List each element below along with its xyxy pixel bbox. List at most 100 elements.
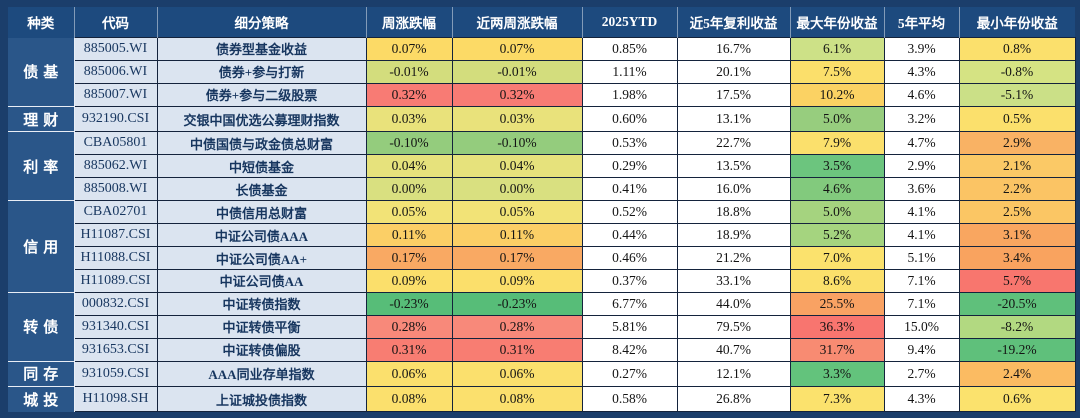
min-year-cell: 2.1% <box>958 154 1076 179</box>
min-year-cell: -20.5% <box>958 291 1076 316</box>
two-week-change-cell: 0.31% <box>451 337 583 362</box>
avg-5y-cell: 9.4% <box>883 337 960 362</box>
avg-5y-cell: 4.3% <box>883 386 960 412</box>
max-year-cell: 6.1% <box>789 37 885 61</box>
category-cell: 转债 <box>8 291 75 362</box>
compound-5y-cell: 16.0% <box>676 177 791 202</box>
table-row: 885008.WI 长债基金 0.00% 0.00% 0.41% 16.0% 4.6% 3.6… <box>8 177 1076 202</box>
column-header-3: 周涨跌幅 <box>365 7 452 38</box>
compound-5y-cell: 18.9% <box>676 223 791 248</box>
week-change-cell: -0.10% <box>365 131 453 156</box>
week-change-cell: 0.03% <box>365 105 453 133</box>
max-year-cell: 8.6% <box>789 268 885 293</box>
table-row: 931653.CSI 中证转债偏股 0.31% 0.31% 8.42% 40.7% 31.7… <box>8 337 1076 362</box>
column-header-6: 近5年复利收益 <box>676 7 790 38</box>
code-cell: CBA05801 <box>73 131 158 156</box>
ytd-cell: 0.53% <box>581 131 678 156</box>
week-change-cell: 0.00% <box>365 177 453 202</box>
avg-5y-cell: 4.6% <box>883 82 960 107</box>
ytd-cell: 0.37% <box>581 268 678 293</box>
min-year-cell: -8.2% <box>958 314 1076 339</box>
table-row: 转债 000832.CSI 中证转债指数 -0.23% -0.23% 6.77% 44.0%… <box>8 291 1076 362</box>
strategy-cell: 上证城投债指数 <box>156 386 367 412</box>
ytd-cell: 0.52% <box>581 200 678 225</box>
table-body: 债基 885005.WI 债券型基金收益 0.07% 0.07% 0.85% 16.7% 6.… <box>8 37 1076 412</box>
code-cell: 885007.WI <box>73 82 158 107</box>
strategy-cell: 中证公司债AA <box>156 268 367 293</box>
two-week-change-cell: 0.09% <box>451 268 583 293</box>
two-week-change-cell: -0.10% <box>451 131 583 156</box>
compound-5y-cell: 33.1% <box>676 268 791 293</box>
compound-5y-cell: 26.8% <box>676 386 791 412</box>
ytd-cell: 8.42% <box>581 337 678 362</box>
max-year-cell: 5.0% <box>789 105 885 133</box>
column-header-2: 细分策略 <box>156 7 366 38</box>
category-cell: 同存 <box>8 360 75 387</box>
code-cell: 885008.WI <box>73 177 158 202</box>
column-header-8: 5年平均 <box>883 7 959 38</box>
strategy-cell: 中证转债偏股 <box>156 337 367 362</box>
max-year-cell: 3.3% <box>789 360 885 388</box>
ytd-cell: 0.44% <box>581 223 678 248</box>
two-week-change-cell: 0.00% <box>451 177 583 202</box>
strategy-cell: 中债国债与政金债总财富 <box>156 131 367 156</box>
code-cell: H11098.SH <box>73 386 158 412</box>
ytd-cell: 0.27% <box>581 360 678 388</box>
ytd-cell: 0.41% <box>581 177 678 202</box>
avg-5y-cell: 7.1% <box>883 291 960 316</box>
compound-5y-cell: 22.7% <box>676 131 791 156</box>
avg-5y-cell: 15.0% <box>883 314 960 339</box>
avg-5y-cell: 3.2% <box>883 105 960 133</box>
column-header-7: 最大年份收益 <box>789 7 884 38</box>
week-change-cell: 0.04% <box>365 154 453 179</box>
avg-5y-cell: 4.1% <box>883 223 960 248</box>
max-year-cell: 10.2% <box>789 82 885 107</box>
ytd-cell: 0.58% <box>581 386 678 412</box>
two-week-change-cell: 0.28% <box>451 314 583 339</box>
table-row: 885062.WI 中短债基金 0.04% 0.04% 0.29% 13.5% 3.5% 2.… <box>8 154 1076 179</box>
two-week-change-cell: 0.17% <box>451 246 583 270</box>
column-header-5: 2025YTD <box>581 7 677 38</box>
table-row: 信用 CBA02701 中债信用总财富 0.05% 0.05% 0.52% 18.8% 5.0… <box>8 200 1076 293</box>
column-header-4: 近两周涨跌幅 <box>451 7 582 38</box>
column-header-9: 最小年份收益 <box>958 7 1075 38</box>
table-row: 债基 885005.WI 债券型基金收益 0.07% 0.07% 0.85% 16.7% 6.… <box>8 37 1076 107</box>
compound-5y-cell: 13.5% <box>676 154 791 179</box>
code-cell: H11089.CSI <box>73 268 158 293</box>
compound-5y-cell: 79.5% <box>676 314 791 339</box>
compound-5y-cell: 16.7% <box>676 37 791 61</box>
week-change-cell: 0.06% <box>365 360 453 388</box>
compound-5y-cell: 13.1% <box>676 105 791 133</box>
header-row: 种类 代码 细分策略 周涨跌幅 近两周涨跌幅 2025YTD 近5年复利收益 最大年份收益 5年… <box>8 7 1075 38</box>
min-year-cell: 3.4% <box>958 246 1076 270</box>
avg-5y-cell: 4.3% <box>883 59 960 84</box>
min-year-cell: 5.7% <box>958 268 1076 293</box>
two-week-change-cell: 0.03% <box>451 105 583 133</box>
strategy-cell: 长债基金 <box>156 177 367 202</box>
two-week-change-cell: 0.07% <box>451 37 583 61</box>
avg-5y-cell: 5.1% <box>883 246 960 270</box>
ytd-cell: 1.11% <box>581 59 678 84</box>
max-year-cell: 7.5% <box>789 59 885 84</box>
column-header-1: 代码 <box>73 7 157 38</box>
avg-5y-cell: 7.1% <box>883 268 960 293</box>
code-cell: 931653.CSI <box>73 337 158 362</box>
week-change-cell: 0.11% <box>365 223 453 248</box>
table-row: H11088.CSI 中证公司债AA+ 0.17% 0.17% 0.46% 21.2% 7.… <box>8 246 1076 270</box>
code-cell: 932190.CSI <box>73 105 158 133</box>
table-row: H11087.CSI 中证公司债AAA 0.11% 0.11% 0.44% 18.9% 5.… <box>8 223 1076 248</box>
two-week-change-cell: -0.23% <box>451 291 583 316</box>
category-cell: 债基 <box>8 37 75 107</box>
ytd-cell: 0.46% <box>581 246 678 270</box>
column-header-0: 种类 <box>8 7 74 38</box>
table-row: 利率 CBA05801 中债国债与政金债总财富 -0.10% -0.10% 0.53% 22… <box>8 131 1076 201</box>
two-week-change-cell: 0.08% <box>451 386 583 412</box>
code-cell: 931059.CSI <box>73 360 158 388</box>
strategy-cell: 中证转债指数 <box>156 291 367 316</box>
table-row: 885007.WI 债券+参与二级股票 0.32% 0.32% 1.98% 17.5% 10… <box>8 82 1076 107</box>
week-change-cell: -0.23% <box>365 291 453 316</box>
max-year-cell: 7.0% <box>789 246 885 270</box>
min-year-cell: 0.6% <box>958 386 1076 412</box>
week-change-cell: 0.09% <box>365 268 453 293</box>
